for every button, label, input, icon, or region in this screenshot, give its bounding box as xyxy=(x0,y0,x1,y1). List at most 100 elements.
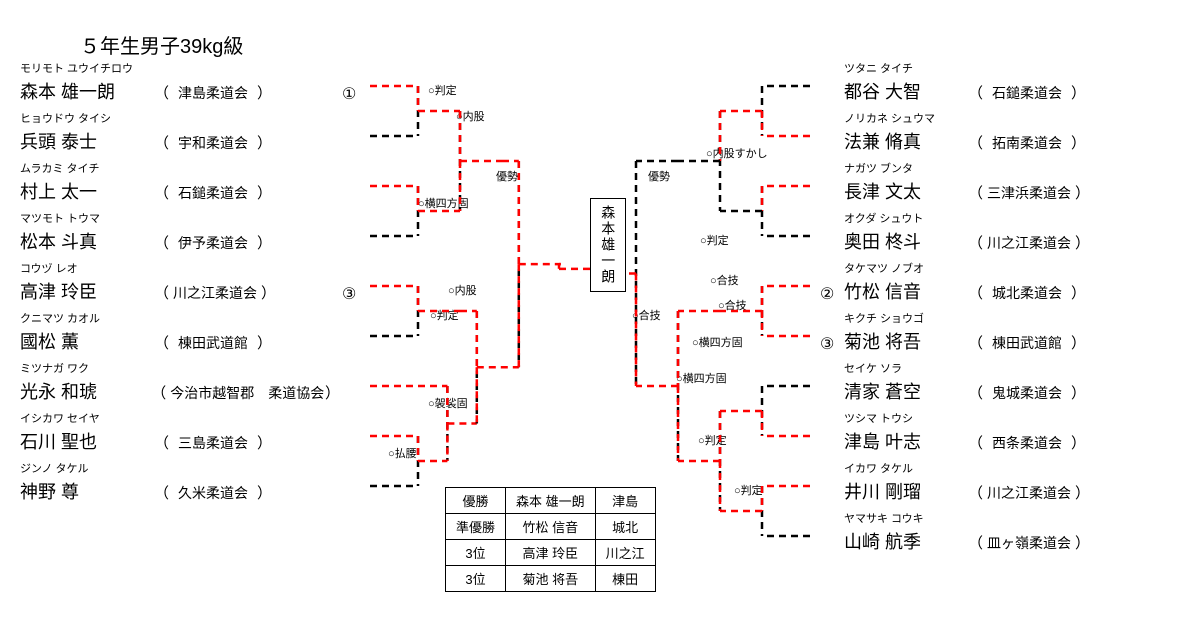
furigana: ツシマ トウシ xyxy=(844,410,1164,426)
left-player: ミツナガ ワク光永 和琥（今治市越智郡 柔道協会） xyxy=(20,360,340,404)
player-name: 津島 叶志 xyxy=(844,428,964,454)
results-cell: 3位 xyxy=(446,566,506,592)
furigana: ノリカネ シュウマ xyxy=(844,110,1164,126)
furigana: ミツナガ ワク xyxy=(20,360,340,376)
paren: （ xyxy=(154,232,169,253)
technique-label: ○横四方固 xyxy=(676,370,727,386)
paren: （ xyxy=(154,282,169,303)
seed-marker: ③ xyxy=(342,284,356,304)
results-cell: 棟田 xyxy=(595,566,655,592)
furigana: オクダ シュウト xyxy=(844,210,1164,226)
paren: ） xyxy=(257,482,272,503)
furigana: マツモト トウマ xyxy=(20,210,340,226)
paren: ） xyxy=(257,432,272,453)
paren: ） xyxy=(261,282,276,303)
technique-label: ○袈裟固 xyxy=(428,395,468,411)
left-player: ジンノ タケル神野 尊（久米柔道会） xyxy=(20,460,340,504)
paren: （ xyxy=(154,132,169,153)
paren: ） xyxy=(1075,482,1090,503)
left-player: ヒョウドウ タイシ兵頭 泰士（宇和柔道会） xyxy=(20,110,340,154)
seed-marker: ③ xyxy=(820,334,834,354)
player-name: 法兼 脩真 xyxy=(844,128,964,154)
right-player: ナガツ ブンタ長津 文太（三津浜柔道会） xyxy=(844,160,1164,204)
player-club: 久米柔道会 xyxy=(173,483,253,503)
player-name: 石川 聖也 xyxy=(20,428,150,454)
paren: （ xyxy=(968,432,983,453)
paren: ） xyxy=(257,232,272,253)
furigana: ナガツ ブンタ xyxy=(844,160,1164,176)
player-name: 長津 文太 xyxy=(844,178,964,204)
player-club: 鬼城柔道会 xyxy=(987,383,1067,403)
technique-label: ○合技 xyxy=(632,307,661,323)
paren: ） xyxy=(257,132,272,153)
seed-marker: ① xyxy=(342,84,356,104)
player-name: 竹松 信音 xyxy=(844,278,964,304)
paren: （ xyxy=(968,532,983,553)
player-name: 神野 尊 xyxy=(20,478,150,504)
paren: ） xyxy=(1071,432,1086,453)
paren: ） xyxy=(1071,332,1086,353)
technique-label: 優勢 xyxy=(496,168,518,184)
furigana: クニマツ カオル xyxy=(20,310,340,326)
right-player: タケマツ ノブオ竹松 信音（城北柔道会） xyxy=(844,260,1164,304)
paren: （ xyxy=(968,382,983,403)
paren: ） xyxy=(257,332,272,353)
technique-label: ○判定 xyxy=(428,82,457,98)
player-name: 都谷 大智 xyxy=(844,78,964,104)
furigana: キクチ ショウゴ xyxy=(844,310,1164,326)
player-name: 松本 斗真 xyxy=(20,228,150,254)
paren: （ xyxy=(968,232,983,253)
technique-label: 優勢 xyxy=(648,168,670,184)
paren: ） xyxy=(1071,282,1086,303)
left-player: コウヅ レオ高津 玲臣（川之江柔道会） xyxy=(20,260,340,304)
paren: （ xyxy=(968,282,983,303)
technique-label: ○横四方固 xyxy=(692,334,743,350)
left-player: モリモト ユウイチロウ森本 雄一朗（津島柔道会） xyxy=(20,60,340,104)
player-name: 兵頭 泰士 xyxy=(20,128,150,154)
winner-box: 森本雄一朗 xyxy=(590,198,626,292)
paren: （ xyxy=(968,132,983,153)
paren: （ xyxy=(968,482,983,503)
player-name: 國松 薫 xyxy=(20,328,150,354)
technique-label: ○内股 xyxy=(456,108,485,124)
paren: （ xyxy=(154,182,169,203)
player-name: 井川 剛瑠 xyxy=(844,478,964,504)
paren: （ xyxy=(968,332,983,353)
player-club: 川之江柔道会 xyxy=(987,483,1071,503)
player-club: 宇和柔道会 xyxy=(173,133,253,153)
player-name: 村上 太一 xyxy=(20,178,150,204)
technique-label: ○判定 xyxy=(700,232,729,248)
technique-label: ○判定 xyxy=(734,482,763,498)
furigana: イシカワ セイヤ xyxy=(20,410,340,426)
right-player: セイケ ソラ清家 蒼空（鬼城柔道会） xyxy=(844,360,1164,404)
left-player: イシカワ セイヤ石川 聖也（三島柔道会） xyxy=(20,410,340,454)
technique-label: ○合技 xyxy=(710,272,739,288)
right-player: ツシマ トウシ津島 叶志（西条柔道会） xyxy=(844,410,1164,454)
player-club: 石鎚柔道会 xyxy=(173,183,253,203)
paren: ） xyxy=(325,382,340,403)
left-player: クニマツ カオル國松 薫（棟田武道館） xyxy=(20,310,340,354)
furigana: ヤマサキ コウキ xyxy=(844,510,1164,526)
player-club: 西条柔道会 xyxy=(987,433,1067,453)
player-club: 棟田武道館 xyxy=(173,333,253,353)
results-cell: 城北 xyxy=(595,514,655,540)
player-name: 清家 蒼空 xyxy=(844,378,964,404)
seed-marker: ② xyxy=(820,284,834,304)
furigana: ジンノ タケル xyxy=(20,460,340,476)
player-club: 三津浜柔道会 xyxy=(987,183,1071,203)
player-name: 高津 玲臣 xyxy=(20,278,150,304)
technique-label: ○合技 xyxy=(718,297,747,313)
technique-label: ○判定 xyxy=(698,432,727,448)
player-name: 光永 和琥 xyxy=(20,378,147,404)
paren: （ xyxy=(151,382,166,403)
results-cell: 3位 xyxy=(446,540,506,566)
left-player: ムラカミ タイチ村上 太一（石鎚柔道会） xyxy=(20,160,340,204)
furigana: ツタニ タイチ xyxy=(844,60,1164,76)
results-cell: 津島 xyxy=(595,488,655,514)
technique-label: ○横四方固 xyxy=(418,195,469,211)
paren: （ xyxy=(154,332,169,353)
left-player: マツモト トウマ松本 斗真（伊予柔道会） xyxy=(20,210,340,254)
player-club: 棟田武道館 xyxy=(987,333,1067,353)
right-player: ツタニ タイチ都谷 大智（石鎚柔道会） xyxy=(844,60,1164,104)
player-club: 三島柔道会 xyxy=(173,433,253,453)
